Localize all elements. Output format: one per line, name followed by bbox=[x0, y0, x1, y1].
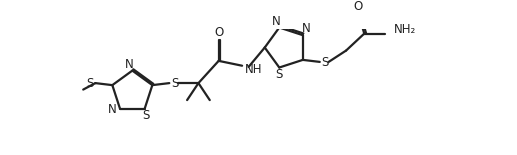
Text: S: S bbox=[86, 77, 94, 90]
Text: S: S bbox=[322, 56, 329, 69]
Text: N: N bbox=[301, 22, 310, 35]
Text: NH: NH bbox=[246, 63, 263, 76]
Text: O: O bbox=[353, 0, 362, 13]
Text: S: S bbox=[276, 68, 283, 81]
Text: S: S bbox=[171, 77, 179, 90]
Text: N: N bbox=[125, 58, 133, 71]
Text: NH₂: NH₂ bbox=[394, 23, 416, 36]
Text: O: O bbox=[214, 27, 223, 40]
Text: S: S bbox=[143, 109, 150, 122]
Text: N: N bbox=[108, 103, 116, 116]
Text: N: N bbox=[271, 15, 280, 28]
